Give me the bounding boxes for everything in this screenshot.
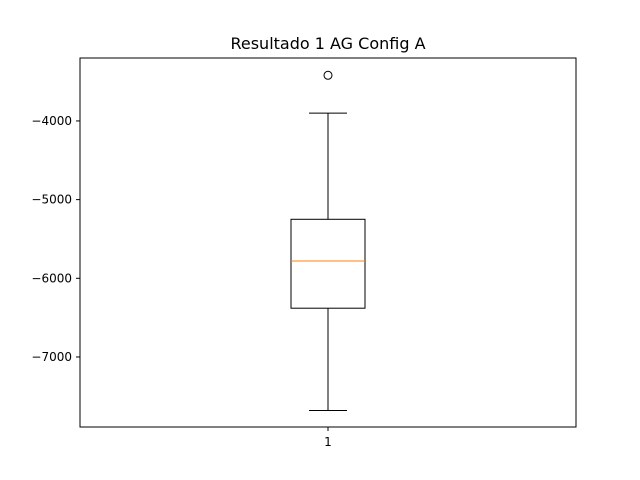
y-tick-label: −4000 bbox=[31, 114, 72, 128]
iqr-box bbox=[290, 218, 366, 309]
chart-title: Resultado 1 AG Config A bbox=[230, 34, 425, 53]
y-tick-label: −5000 bbox=[31, 193, 72, 207]
outlier-point bbox=[323, 70, 333, 80]
y-tick-label: −7000 bbox=[31, 350, 72, 364]
y-tick-label: −6000 bbox=[31, 271, 72, 285]
plot-area: −4000 −5000 −6000 −7000 1 bbox=[31, 70, 366, 449]
axes-frame bbox=[79, 57, 577, 428]
x-tick-label: 1 bbox=[324, 435, 332, 449]
